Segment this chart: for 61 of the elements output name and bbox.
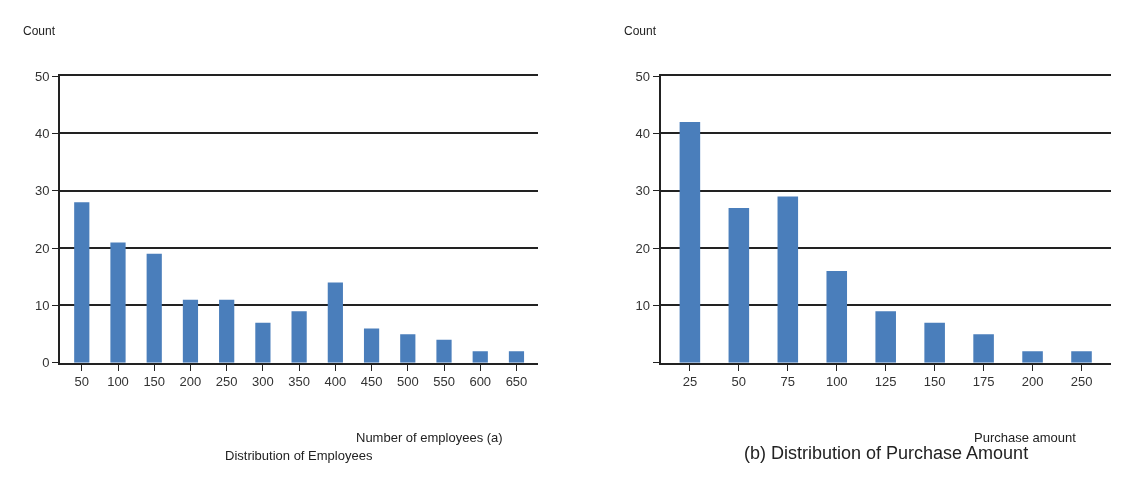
bar [777, 196, 799, 363]
x-tick-label: 300 [252, 374, 274, 390]
bar [508, 351, 525, 363]
x-tick-label: 100 [825, 374, 848, 390]
x-tick-label: 150 [923, 374, 946, 390]
bar [255, 322, 271, 363]
y-tick-label: 30 [635, 183, 650, 199]
x-tick-label: 650 [505, 374, 528, 390]
x-tick-label: 25 [682, 374, 698, 390]
x-tick-label: 350 [288, 374, 310, 390]
x-tick-label: 100 [107, 374, 129, 390]
bar [1022, 351, 1043, 363]
x-tick-label: 175 [972, 374, 995, 390]
bar [146, 253, 162, 363]
y-axis-title: Count [23, 24, 56, 38]
bar [1071, 351, 1092, 363]
bar [182, 299, 199, 363]
y-tick-label: 20 [34, 240, 50, 256]
text: (b) Distribution of Purchase Amount [744, 443, 1029, 463]
x-tick-label: 75 [780, 374, 796, 390]
y-tick-label: 40 [34, 126, 50, 142]
bar [327, 282, 343, 363]
y-tick-label: 50 [34, 68, 50, 84]
bar [826, 271, 848, 363]
y-tick-label: 0 [42, 355, 50, 371]
y-tick-label: 30 [34, 183, 50, 199]
x-tick-label: 600 [469, 374, 492, 390]
bar [924, 322, 945, 363]
bar [400, 334, 416, 363]
bar [472, 351, 488, 363]
x-tick-label: 500 [396, 374, 419, 390]
x-axis-title: Number of employees (a) [356, 430, 503, 445]
bar [973, 334, 994, 363]
text: Distribution of Employees [225, 448, 373, 463]
x-tick-label: 200 [1021, 374, 1044, 390]
bar [679, 122, 701, 363]
x-axis-title: Purchase amount [974, 430, 1077, 445]
x-tick-label: 400 [324, 374, 347, 390]
y-axis-title: Count [624, 24, 657, 38]
y-tick-label: 10 [635, 298, 650, 314]
bar [291, 311, 307, 363]
bar [728, 208, 750, 363]
bar [363, 328, 380, 363]
y-tick-label: 20 [635, 240, 650, 256]
x-tick-label: 250 [1070, 374, 1093, 390]
bar [219, 299, 235, 363]
x-tick-label: 200 [179, 374, 202, 390]
x-tick-label: 450 [360, 374, 383, 390]
x-tick-label: 250 [215, 374, 238, 390]
x-tick-label: 150 [143, 374, 166, 390]
bar [436, 339, 452, 363]
x-tick-label: 50 [74, 374, 89, 390]
y-tick-label: 40 [635, 126, 650, 142]
x-tick-label: 50 [731, 374, 747, 390]
bar [110, 242, 126, 363]
y-tick-label: 50 [635, 68, 650, 84]
bar [74, 202, 90, 363]
x-tick-label: 125 [874, 374, 897, 390]
x-tick-label: 550 [433, 374, 455, 390]
y-tick-label: 10 [34, 298, 50, 314]
bar [875, 311, 896, 363]
